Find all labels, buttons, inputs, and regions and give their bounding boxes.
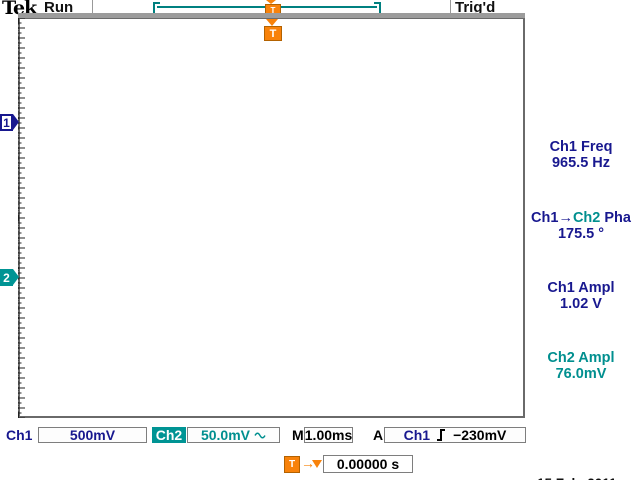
ch2-scale-value: 50.0mV [200,427,251,443]
trigger-menu-label: A [373,427,384,443]
phase-dst: Ch2 [572,210,601,226]
measurement-label: Ch1 Freq [549,139,613,155]
trigger-position-marker: T [264,26,282,41]
timebase-readout: 1.00ms [304,427,353,443]
measurement-value: 175.5 ° [557,225,605,242]
trigger-readout: Ch1 −230mV [384,427,526,443]
ch1-marker-label: 1 [0,114,13,131]
ac-sine-icon [254,432,266,438]
phase-src: Ch1 [531,210,559,226]
measurement-value: 76.0mV [555,365,607,382]
rising-edge-icon [437,429,446,441]
measurement-value: 1.02 V [560,295,602,312]
header-divider [450,0,451,13]
measurement-label: Ch1 Ampl [547,280,615,296]
header-divider [92,0,93,13]
ch2-marker-label: 2 [0,269,13,286]
trigger-status: Trig'd [455,0,496,16]
phase-suffix: Pha [600,210,631,226]
date: 15 Feb 2011 [537,476,617,480]
trigger-time-readout: 0.00000 s [323,455,413,473]
trigger-position-arrow-icon [266,19,278,26]
datetime: 15 Feb 2011 17:33:01 [537,446,617,480]
timebase-label: M [292,427,304,443]
arrow-icon: → [558,210,573,226]
waveform-plot [17,17,525,419]
measurement-label: Ch1→Ch2 Pha [524,210,638,227]
measurement-value: 965.5 Hz [551,154,611,171]
measurement-ch1-freq: Ch1 Freq 965.5 Hz [524,139,638,171]
ch1-marker-arrow-icon [13,114,19,130]
graticule [17,17,525,419]
down-triangle-icon [312,460,322,468]
trigger-record-position-icon [266,0,276,4]
ch2-marker-arrow-icon [13,269,19,285]
display-top-border [18,13,525,18]
arrow-icon: → [301,455,315,471]
trigger-time-marker: T [284,456,300,473]
ch2-scale-readout: 50.0mV [187,427,280,443]
measurement-phase: Ch1→Ch2 Pha 175.5 ° [524,210,638,242]
ch1-scale-readout: 500mV [38,427,147,443]
ch2-scale-label: Ch2 [152,427,186,443]
acquisition-status: Run [44,0,74,16]
measurement-ch1-ampl: Ch1 Ampl 1.02 V [524,280,638,312]
measurement-label: Ch2 Ampl [547,350,615,366]
ch1-scale-label: Ch1 [6,427,33,443]
measurement-ch2-ampl: Ch2 Ampl 76.0mV [524,350,638,382]
trigger-level: −230mV [453,427,507,443]
trigger-source: Ch1 [403,427,431,443]
